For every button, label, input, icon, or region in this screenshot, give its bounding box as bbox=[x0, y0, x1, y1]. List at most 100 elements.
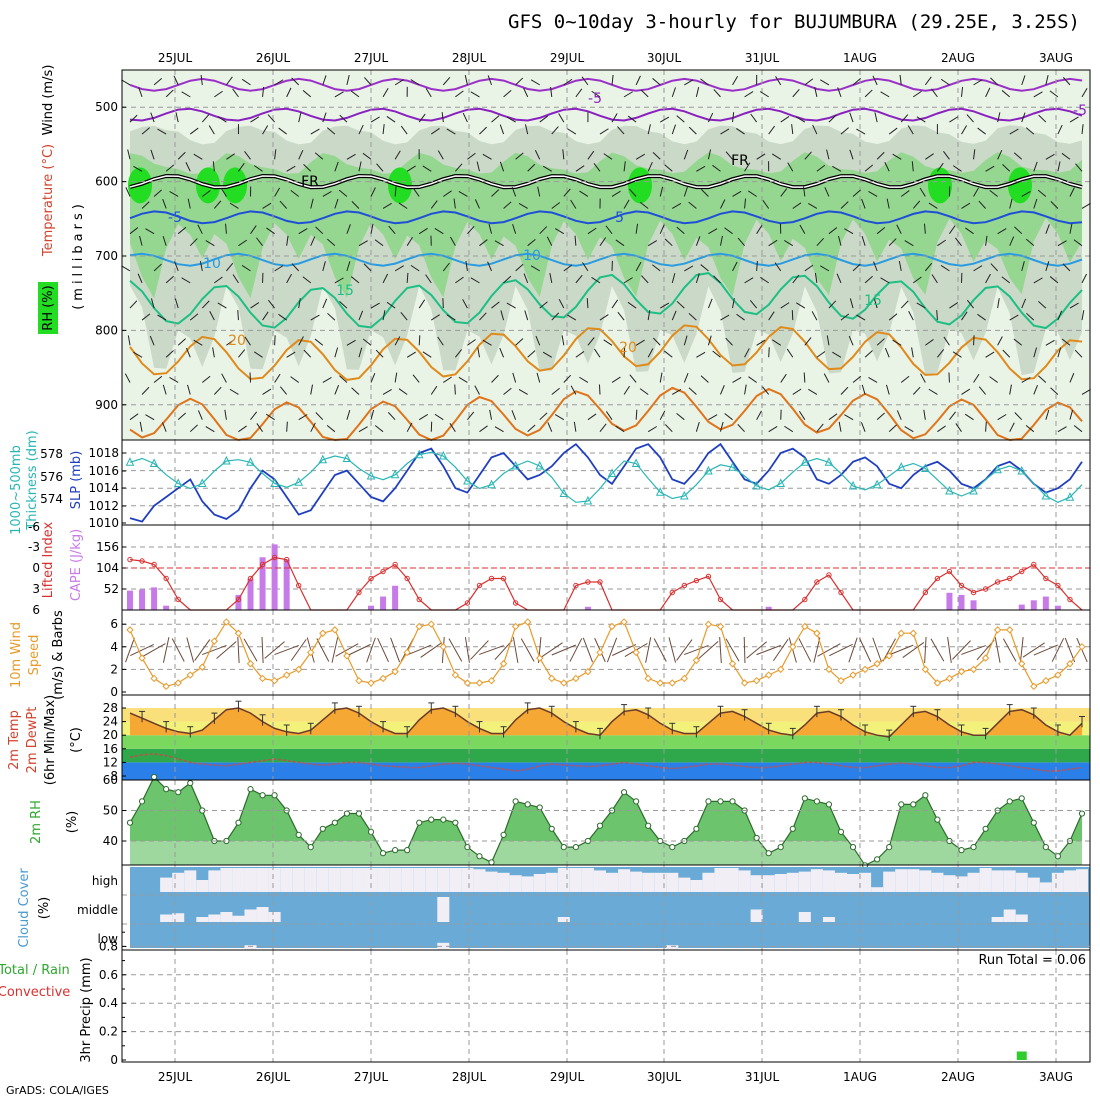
thickness-marker bbox=[704, 465, 713, 475]
wind-barb bbox=[453, 198, 456, 209]
wind-barb bbox=[1013, 152, 1023, 160]
wind-barb bbox=[880, 277, 890, 284]
cloud-bar-high bbox=[304, 868, 317, 892]
y-tick-label: 156 bbox=[96, 540, 119, 554]
panel-frame bbox=[121, 949, 1091, 1063]
wind-barb bbox=[635, 339, 645, 346]
lifted-index-marker bbox=[271, 554, 278, 561]
contour-label: 10 bbox=[523, 248, 541, 264]
wind-barb bbox=[418, 299, 426, 309]
cape-bar bbox=[584, 606, 591, 610]
wind-barb bbox=[899, 74, 902, 85]
wind-barb bbox=[217, 302, 227, 309]
wind-barb bbox=[960, 86, 964, 97]
wind-barb bbox=[990, 263, 999, 272]
wind-barb bbox=[162, 236, 167, 246]
wind-barb bbox=[274, 265, 284, 272]
wind-speed-marker bbox=[692, 656, 701, 665]
wind-barb bbox=[422, 351, 432, 358]
wind-barb bbox=[928, 388, 938, 395]
chart-title: GFS 0~10day 3-hourly for BUJUMBURA (29.2… bbox=[508, 11, 1080, 33]
cloud-bar-high bbox=[437, 868, 450, 892]
lifted-index-marker bbox=[416, 596, 422, 603]
wind-barb bbox=[1021, 112, 1026, 123]
rh-marker bbox=[379, 850, 387, 857]
wind-barb bbox=[732, 112, 735, 123]
y-axis-label-line: 1000~500mb bbox=[9, 445, 24, 535]
cloud-bar-high bbox=[413, 868, 426, 892]
wind-barb bbox=[267, 114, 275, 123]
panel-rh2m: 60 50 40 2m RH (%) bbox=[29, 773, 1091, 869]
wind-barb bbox=[936, 162, 944, 172]
wind-barb bbox=[599, 237, 607, 246]
wind-barb bbox=[322, 75, 327, 86]
cloud-bar-high bbox=[834, 872, 848, 892]
wind-barb bbox=[795, 116, 806, 123]
wind-barb bbox=[162, 422, 167, 432]
y-axis-label-line: (6hr Min/Max) bbox=[43, 695, 58, 785]
cape-bar bbox=[127, 590, 133, 610]
rh-marker bbox=[536, 804, 543, 811]
wind-barb bbox=[611, 299, 619, 309]
cloud-bar-high bbox=[256, 868, 269, 892]
wind-speed-marker bbox=[186, 671, 194, 679]
wind-barb bbox=[919, 187, 926, 197]
wind-barb bbox=[737, 424, 745, 433]
thickness-marker bbox=[800, 457, 810, 466]
wind-speed-marker bbox=[969, 665, 978, 674]
wind-barb bbox=[629, 374, 637, 383]
wind-barb bbox=[856, 128, 866, 135]
wind-barb bbox=[836, 273, 842, 284]
wind-barb bbox=[221, 373, 227, 383]
lifted-index-marker bbox=[717, 596, 724, 603]
wind-barb bbox=[848, 335, 854, 346]
wind-barb bbox=[410, 264, 420, 272]
wind-barb bbox=[961, 311, 968, 321]
wind-speed-marker bbox=[632, 648, 640, 657]
y-axis-label-line: (%) bbox=[37, 897, 52, 920]
cloud-bar-high bbox=[521, 876, 534, 892]
wind-barb bbox=[150, 112, 155, 123]
wind-speed-marker bbox=[427, 620, 435, 628]
wind-barb bbox=[527, 424, 536, 433]
cloud-bar-high bbox=[425, 868, 438, 892]
wind-barb bbox=[193, 153, 203, 160]
wind-barb bbox=[418, 335, 421, 346]
cloud-bar-high bbox=[485, 871, 498, 892]
day-label: 29JUL bbox=[550, 51, 585, 65]
wind-barb bbox=[382, 388, 392, 395]
wind-barb bbox=[1033, 347, 1038, 358]
wind-speed-marker bbox=[234, 629, 243, 637]
wind-barb bbox=[286, 87, 292, 98]
wind-barb bbox=[527, 238, 536, 247]
cloud-bar-high bbox=[943, 875, 956, 892]
wind-barb bbox=[623, 347, 626, 358]
wind-speed-marker bbox=[656, 679, 664, 687]
cloud-bar-high bbox=[172, 872, 185, 892]
wind-barb bbox=[274, 373, 281, 383]
lifted-index-marker bbox=[512, 600, 519, 606]
lifted-index-marker bbox=[356, 589, 362, 596]
thickness-marker bbox=[993, 464, 1002, 474]
wind-barb bbox=[635, 409, 638, 420]
wind-barb bbox=[214, 276, 223, 284]
wind-barb bbox=[852, 375, 862, 383]
wind-barb bbox=[370, 373, 376, 383]
rh-marker bbox=[151, 773, 158, 781]
wind-barb bbox=[744, 91, 754, 98]
wind-barb bbox=[1021, 261, 1025, 272]
wind-barb bbox=[487, 261, 492, 272]
wind-barb bbox=[925, 153, 934, 160]
rh-marker bbox=[512, 798, 519, 805]
wind-barb bbox=[358, 161, 362, 172]
wind-barb-10m bbox=[130, 643, 155, 657]
cloud-bar-high bbox=[364, 868, 378, 892]
wind-barb bbox=[499, 124, 505, 135]
y-tick-label: 500 bbox=[95, 100, 118, 114]
rh-marker bbox=[729, 798, 736, 805]
wind-barb bbox=[768, 125, 776, 135]
cloud-bar-middle bbox=[208, 914, 221, 922]
wind-barb bbox=[973, 79, 983, 86]
wind-barb bbox=[852, 263, 861, 272]
lifted-index-marker bbox=[1019, 568, 1025, 575]
